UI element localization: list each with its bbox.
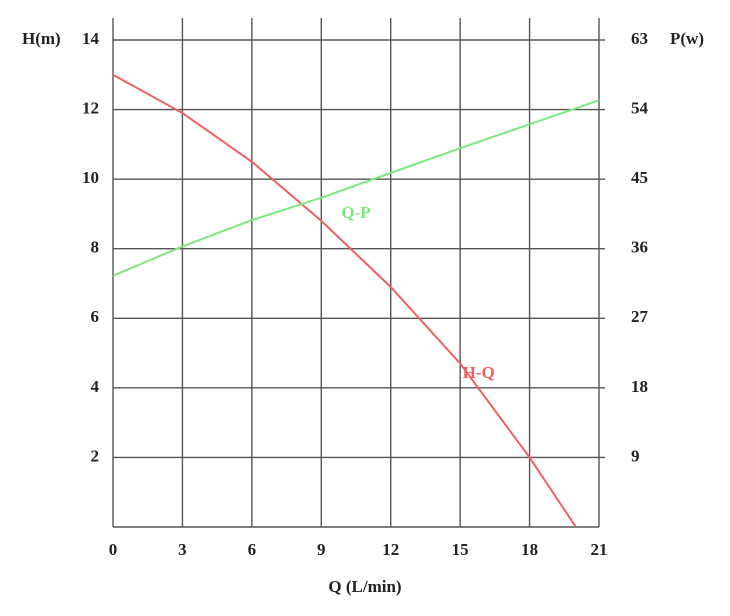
x-tick-label: 6 bbox=[248, 540, 257, 559]
y2-tick-label: 18 bbox=[631, 377, 648, 396]
line-series bbox=[112, 99, 600, 277]
series-label: Q-P bbox=[341, 203, 370, 222]
x-tick-label: 0 bbox=[109, 540, 118, 559]
y-tick-label: 6 bbox=[91, 307, 100, 326]
y-tick-label: 10 bbox=[82, 168, 99, 187]
y-tick-label: 8 bbox=[91, 238, 100, 257]
x-tick-label: 15 bbox=[452, 540, 469, 559]
x-axis-label: Q (L/min) bbox=[328, 577, 401, 596]
x-tick-label: 18 bbox=[521, 540, 538, 559]
x-tick-label: 3 bbox=[178, 540, 187, 559]
y2-tick-label: 9 bbox=[631, 446, 640, 465]
y-tick-label: 14 bbox=[82, 29, 100, 48]
y2-tick-label: 45 bbox=[631, 168, 648, 187]
x-tick-label: 12 bbox=[382, 540, 399, 559]
x-tick-label: 9 bbox=[317, 540, 326, 559]
y-tick-label: 12 bbox=[82, 98, 99, 117]
line-series bbox=[112, 73, 577, 528]
x-tick-label: 21 bbox=[591, 540, 608, 559]
y2-axis-label: P(w) bbox=[670, 29, 704, 48]
y2-tick-label: 27 bbox=[631, 307, 649, 326]
y-tick-label: 4 bbox=[91, 377, 100, 396]
y2-tick-label: 54 bbox=[631, 98, 649, 117]
y2-tick-label: 63 bbox=[631, 29, 648, 48]
series-label: H-Q bbox=[463, 363, 495, 382]
y-axis-label: H(m) bbox=[22, 29, 61, 48]
y2-tick-label: 36 bbox=[631, 238, 648, 257]
y-tick-label: 2 bbox=[91, 446, 100, 465]
